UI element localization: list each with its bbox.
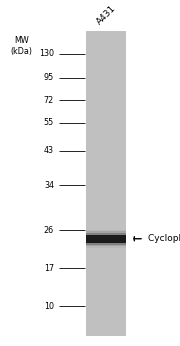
Text: A431: A431	[94, 3, 117, 26]
Bar	[86, 230, 126, 248]
Bar	[86, 231, 126, 246]
Bar	[86, 235, 126, 243]
Text: Cyclophilin F: Cyclophilin F	[148, 234, 180, 243]
Bar	[86, 31, 126, 336]
Text: 17: 17	[44, 264, 54, 273]
Text: 43: 43	[44, 146, 54, 155]
Text: 130: 130	[39, 49, 54, 58]
Bar	[86, 233, 126, 245]
Text: 26: 26	[44, 226, 54, 235]
Text: 34: 34	[44, 181, 54, 190]
Text: 72: 72	[44, 96, 54, 105]
Text: 55: 55	[44, 118, 54, 127]
Text: 95: 95	[44, 73, 54, 82]
Text: MW
(kDa): MW (kDa)	[11, 36, 33, 56]
Text: 10: 10	[44, 302, 54, 311]
